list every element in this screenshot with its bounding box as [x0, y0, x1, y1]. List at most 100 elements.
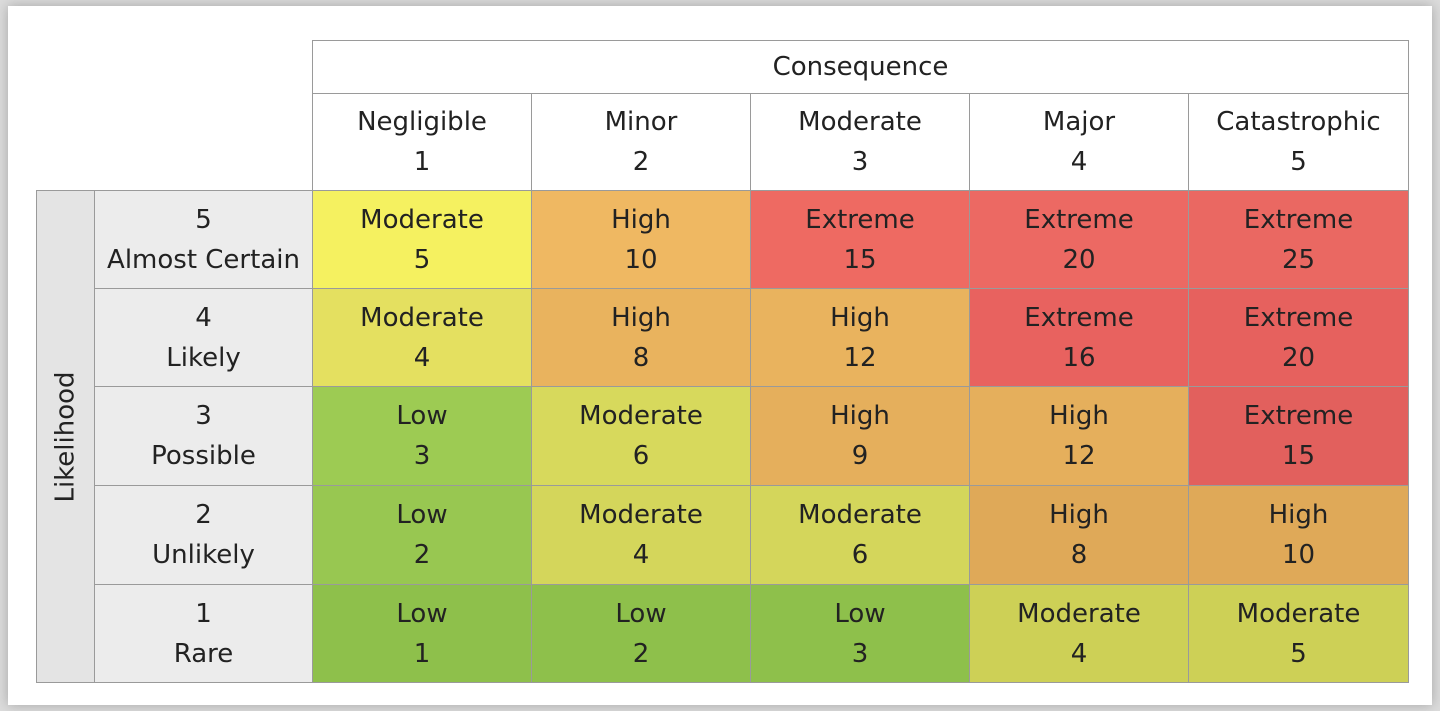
- risk-cell: Extreme 25: [1188, 190, 1409, 289]
- column-header: Moderate 3: [750, 93, 970, 191]
- risk-level: Extreme: [1243, 204, 1354, 235]
- risk-score: 1: [413, 638, 431, 669]
- column-label: Catastrophic: [1216, 107, 1381, 137]
- column-header: Catastrophic 5: [1188, 93, 1409, 191]
- risk-score: 6: [632, 441, 650, 471]
- risk-score: 10: [1281, 540, 1316, 570]
- risk-level: High: [611, 204, 671, 235]
- risk-cell: Extreme 15: [750, 190, 970, 289]
- row-header: 2 Unlikely: [94, 485, 313, 585]
- column-number: 2: [632, 147, 650, 177]
- row-header: 1 Rare: [94, 584, 313, 683]
- risk-level: High: [830, 302, 890, 333]
- risk-cell: High 9: [750, 386, 970, 486]
- risk-level: Moderate: [579, 500, 703, 530]
- column-label: Negligible: [357, 107, 487, 137]
- risk-score: 15: [843, 244, 877, 275]
- risk-cell: Moderate 6: [750, 485, 970, 585]
- column-header: Minor 2: [531, 93, 751, 191]
- risk-cell: Low 2: [531, 584, 751, 683]
- risk-level: Extreme: [1243, 302, 1354, 333]
- risk-cell: Moderate 5: [1188, 584, 1409, 683]
- risk-level: Extreme: [805, 204, 915, 235]
- row-number: 1: [195, 598, 212, 629]
- risk-cell: High 10: [1188, 485, 1409, 585]
- risk-cell: High 12: [969, 386, 1189, 486]
- risk-score: 20: [1062, 244, 1096, 275]
- risk-level: Moderate: [360, 204, 484, 235]
- risk-cell: Low 2: [312, 485, 532, 585]
- risk-cell: Extreme 20: [969, 190, 1189, 289]
- row-axis-label: Likelihood: [50, 370, 81, 503]
- risk-score: 6: [851, 540, 869, 570]
- risk-score: 4: [1070, 638, 1088, 669]
- row-axis: Likelihood: [36, 190, 95, 683]
- column-label: Major: [1042, 107, 1116, 137]
- risk-cell: High 10: [531, 190, 751, 289]
- risk-cell: Low 3: [312, 386, 532, 486]
- column-label: Minor: [604, 107, 678, 137]
- risk-level: Extreme: [1024, 302, 1134, 333]
- risk-score: 10: [624, 244, 658, 275]
- risk-level: Moderate: [360, 302, 484, 333]
- risk-cell: High 8: [969, 485, 1189, 585]
- column-number: 3: [851, 147, 869, 177]
- risk-level: Moderate: [798, 500, 922, 530]
- risk-score: 5: [1290, 638, 1307, 669]
- risk-cell: Moderate 4: [531, 485, 751, 585]
- row-number: 3: [195, 401, 212, 431]
- row-number: 2: [195, 500, 212, 530]
- risk-level: Moderate: [1236, 598, 1361, 629]
- risk-level: High: [1268, 500, 1329, 530]
- row-label: Possible: [151, 441, 256, 471]
- risk-cell: Extreme 16: [969, 288, 1189, 387]
- risk-level: High: [830, 401, 890, 431]
- risk-score: 9: [851, 441, 869, 471]
- risk-cell: Moderate 4: [969, 584, 1189, 683]
- risk-cell: Low 1: [312, 584, 532, 683]
- risk-score: 3: [851, 638, 869, 669]
- risk-score: 16: [1062, 342, 1096, 373]
- risk-score: 12: [843, 342, 877, 373]
- row-label: Unlikely: [152, 540, 255, 570]
- risk-level: Extreme: [1243, 401, 1354, 431]
- risk-cell: Moderate 6: [531, 386, 751, 486]
- column-label: Moderate: [798, 107, 922, 137]
- column-number: 1: [413, 147, 431, 177]
- risk-level: Extreme: [1024, 204, 1134, 235]
- risk-score: 20: [1281, 342, 1316, 373]
- row-number: 5: [195, 204, 212, 235]
- column-number: 4: [1070, 147, 1088, 177]
- title-text: Consequence: [772, 52, 949, 82]
- risk-score: 4: [413, 342, 431, 373]
- risk-score: 8: [1070, 540, 1088, 570]
- row-header: 5 Almost Certain: [94, 190, 313, 289]
- risk-level: Low: [396, 598, 448, 629]
- risk-level: High: [1049, 500, 1109, 530]
- risk-level: Low: [615, 598, 667, 629]
- risk-matrix: Consequence Negligible 1 Minor 2 Moderate 3 Maj…: [8, 6, 1432, 705]
- risk-cell: High 8: [531, 288, 751, 387]
- column-header: Major 4: [969, 93, 1189, 191]
- row-label: Likely: [166, 342, 241, 373]
- risk-level: High: [611, 302, 671, 333]
- risk-score: 5: [413, 244, 431, 275]
- row-number: 4: [195, 302, 212, 333]
- risk-level: Low: [396, 500, 448, 530]
- risk-cell: Extreme 15: [1188, 386, 1409, 486]
- risk-level: Low: [396, 401, 448, 431]
- risk-level: Low: [834, 598, 886, 629]
- header-title: Consequence: [312, 40, 1409, 94]
- risk-cell: Low 3: [750, 584, 970, 683]
- risk-score: 2: [413, 540, 431, 570]
- risk-cell: Extreme 20: [1188, 288, 1409, 387]
- row-header: 4 Likely: [94, 288, 313, 387]
- risk-score: 2: [632, 638, 650, 669]
- risk-score: 3: [413, 441, 431, 471]
- risk-score: 4: [632, 540, 650, 570]
- column-number: 5: [1290, 147, 1307, 177]
- column-header: Negligible 1: [312, 93, 532, 191]
- risk-cell: High 12: [750, 288, 970, 387]
- risk-level: Moderate: [579, 401, 703, 431]
